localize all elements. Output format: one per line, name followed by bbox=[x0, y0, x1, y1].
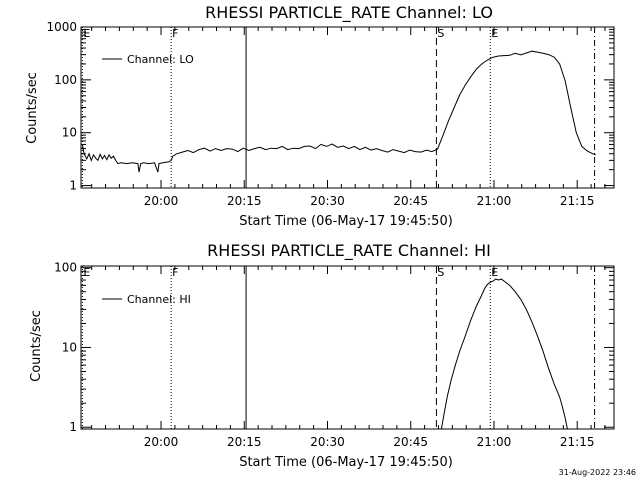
y-tick-label: 10 bbox=[62, 340, 77, 354]
timestamp: 31-Aug-2022 23:46 bbox=[559, 468, 636, 477]
x-tick-label: 20:30 bbox=[310, 435, 345, 449]
x-tick-label: 21:00 bbox=[477, 194, 512, 208]
y-tick-label: 1000 bbox=[46, 20, 77, 34]
event-marker-label: E bbox=[491, 266, 498, 279]
event-marker-label: S bbox=[437, 27, 444, 40]
series-line bbox=[81, 50, 596, 173]
x-tick-label: 20:45 bbox=[393, 435, 428, 449]
x-tick-label: 20:45 bbox=[393, 194, 428, 208]
legend-label: Channel: HI bbox=[127, 293, 191, 306]
event-marker-label: E bbox=[491, 27, 498, 40]
x-tick-label: 20:15 bbox=[227, 435, 262, 449]
x-tick-label: 20:15 bbox=[227, 194, 262, 208]
y-tick-label: 1 bbox=[69, 420, 77, 434]
event-marker-label: F bbox=[172, 266, 178, 279]
panel-hi: RHESSI PARTICLE_RATE Channel: HI Counts/… bbox=[29, 241, 615, 470]
event-marker-label: E bbox=[83, 266, 90, 279]
x-tick-label: 21:15 bbox=[560, 194, 595, 208]
y-tick-label: 100 bbox=[54, 73, 77, 87]
y-tick-label: 100 bbox=[54, 261, 77, 275]
x-tick-label: 20:00 bbox=[144, 435, 179, 449]
y-tick-label: 1 bbox=[69, 179, 77, 193]
panel-lo: RHESSI PARTICLE_RATE Channel: LO Counts/… bbox=[25, 3, 615, 229]
legend-label: Channel: LO bbox=[127, 53, 194, 66]
x-tick-label: 21:15 bbox=[560, 435, 595, 449]
y-tick-label: 10 bbox=[62, 126, 77, 140]
event-marker-label: S bbox=[437, 266, 444, 279]
chart-title: RHESSI PARTICLE_RATE Channel: LO bbox=[205, 3, 493, 23]
series-line bbox=[440, 278, 568, 430]
x-tick-label: 20:00 bbox=[144, 194, 179, 208]
plot-frame bbox=[80, 265, 615, 430]
x-tick-label: 20:30 bbox=[310, 194, 345, 208]
y-axis-label: Counts/sec bbox=[29, 310, 44, 382]
x-axis-label: Start Time (06-May-17 19:45:50) bbox=[239, 455, 453, 470]
event-marker-label: F bbox=[172, 27, 178, 40]
x-axis-label: Start Time (06-May-17 19:45:50) bbox=[239, 214, 453, 229]
y-axis-label: Counts/sec bbox=[25, 72, 40, 144]
chart-title: RHESSI PARTICLE_RATE Channel: HI bbox=[207, 241, 491, 261]
event-marker-label: E bbox=[83, 27, 90, 40]
x-tick-label: 21:00 bbox=[477, 435, 512, 449]
